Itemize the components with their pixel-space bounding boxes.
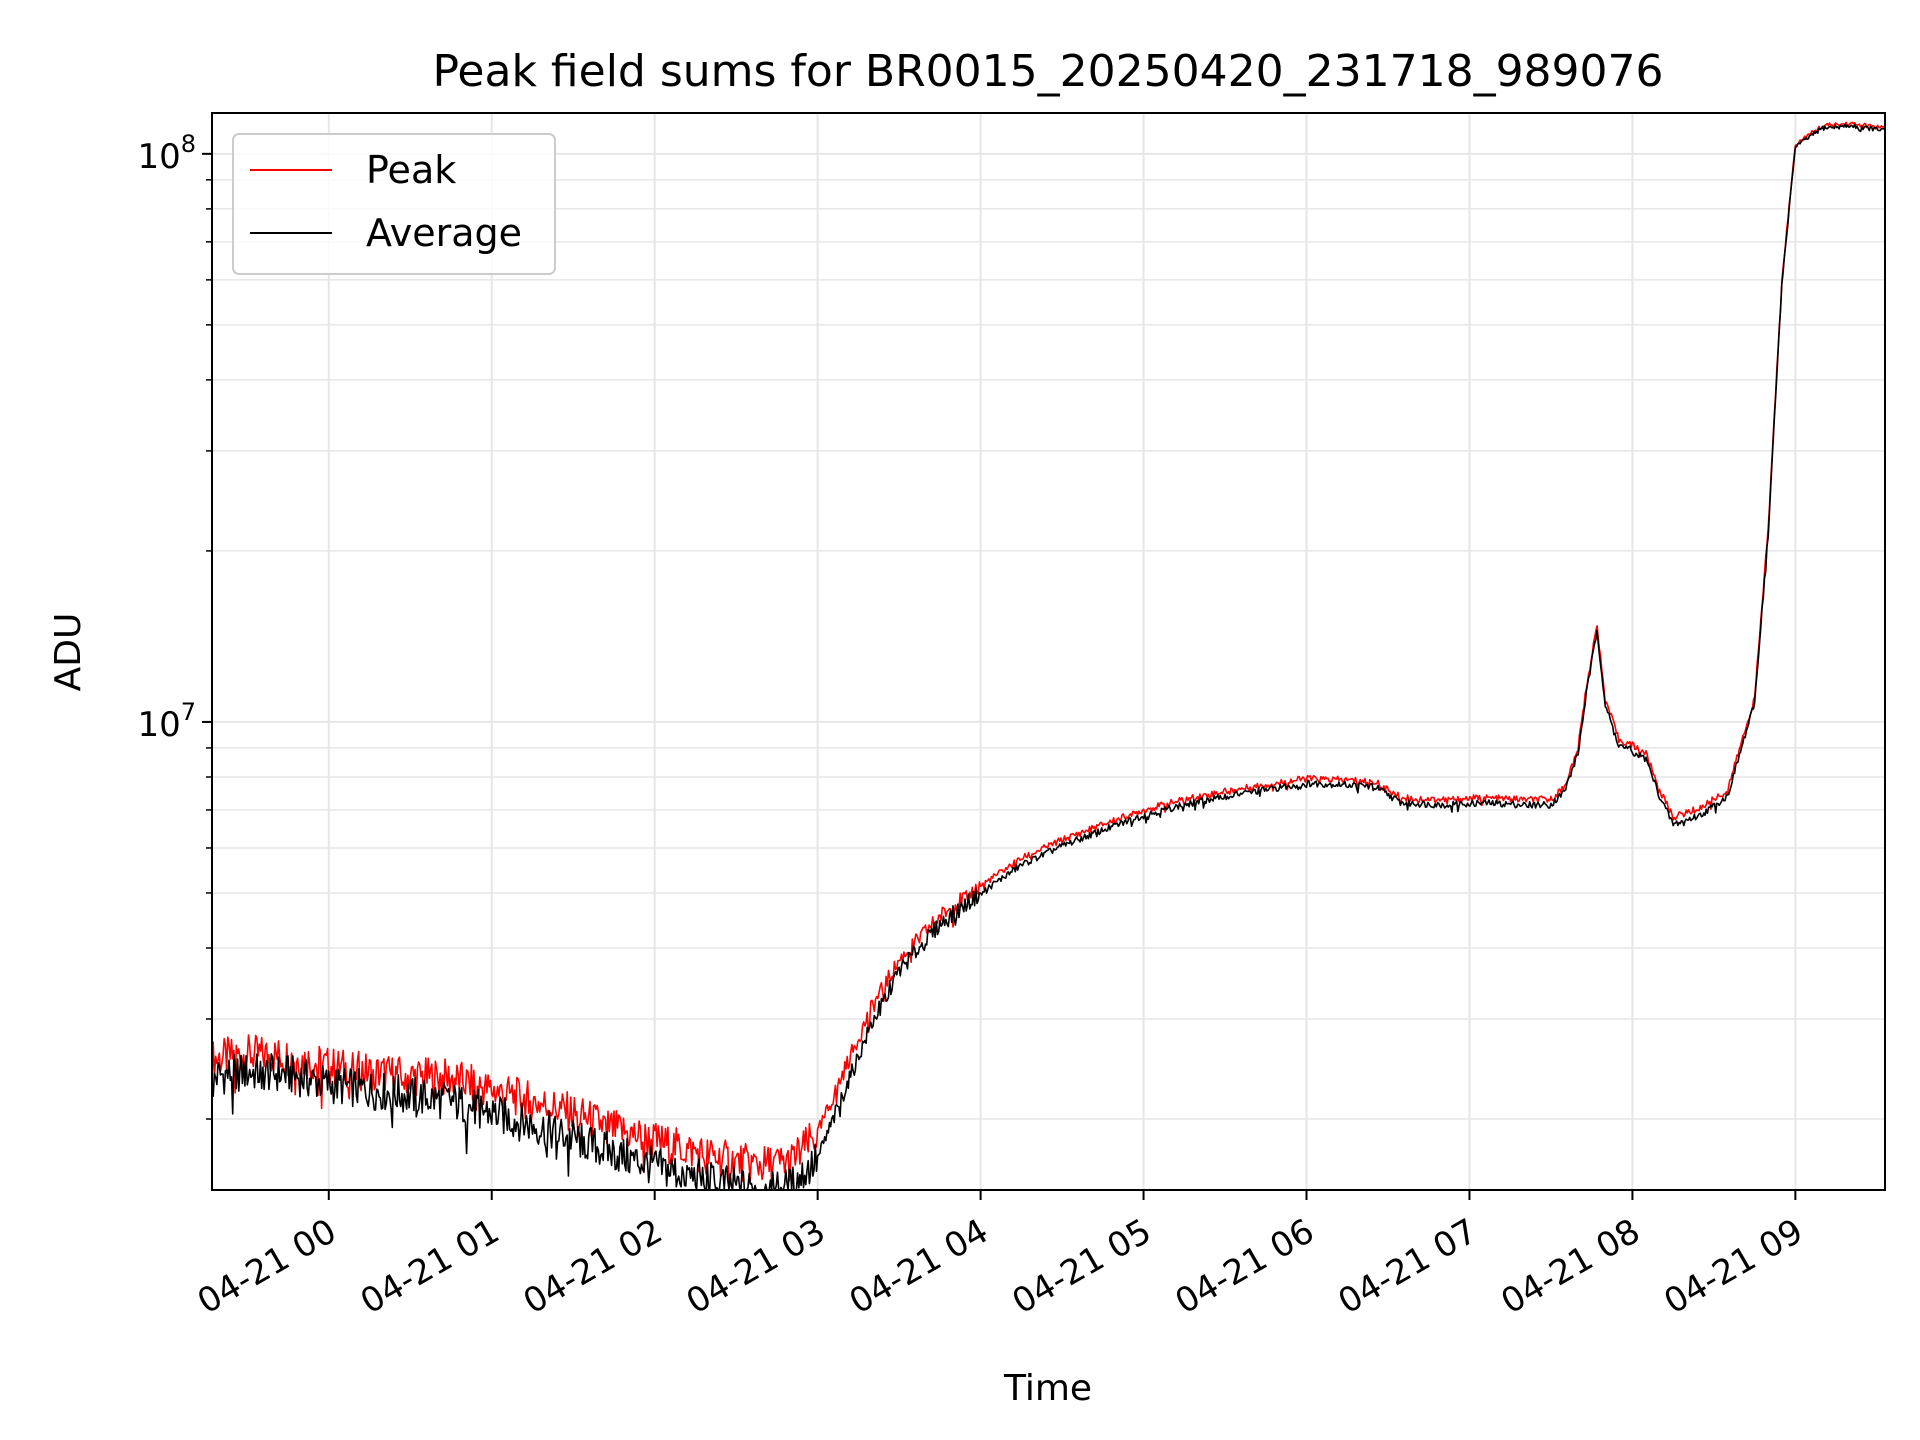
y-tick-base: 10 [137, 705, 180, 745]
series-lines [211, 121, 1886, 1191]
x-axis-label: Time [1003, 1368, 1092, 1409]
y-tick-exponent: 7 [181, 698, 196, 726]
y-tick-base: 10 [137, 137, 180, 177]
y-axis-label: ADU [48, 613, 89, 692]
y-tick-label: 107 [137, 698, 196, 745]
y-tick-exponent: 8 [181, 130, 196, 158]
legend-label-peak: Peak [366, 148, 456, 192]
legend-label-average: Average [366, 211, 522, 255]
y-tick-label: 108 [137, 130, 196, 177]
series-line-average [211, 123, 1886, 1191]
chart-title: Peak field sums for BR0015_20250420_2317… [432, 46, 1663, 97]
legend: Peak Average [232, 133, 556, 275]
plot-frame [211, 112, 1886, 1191]
